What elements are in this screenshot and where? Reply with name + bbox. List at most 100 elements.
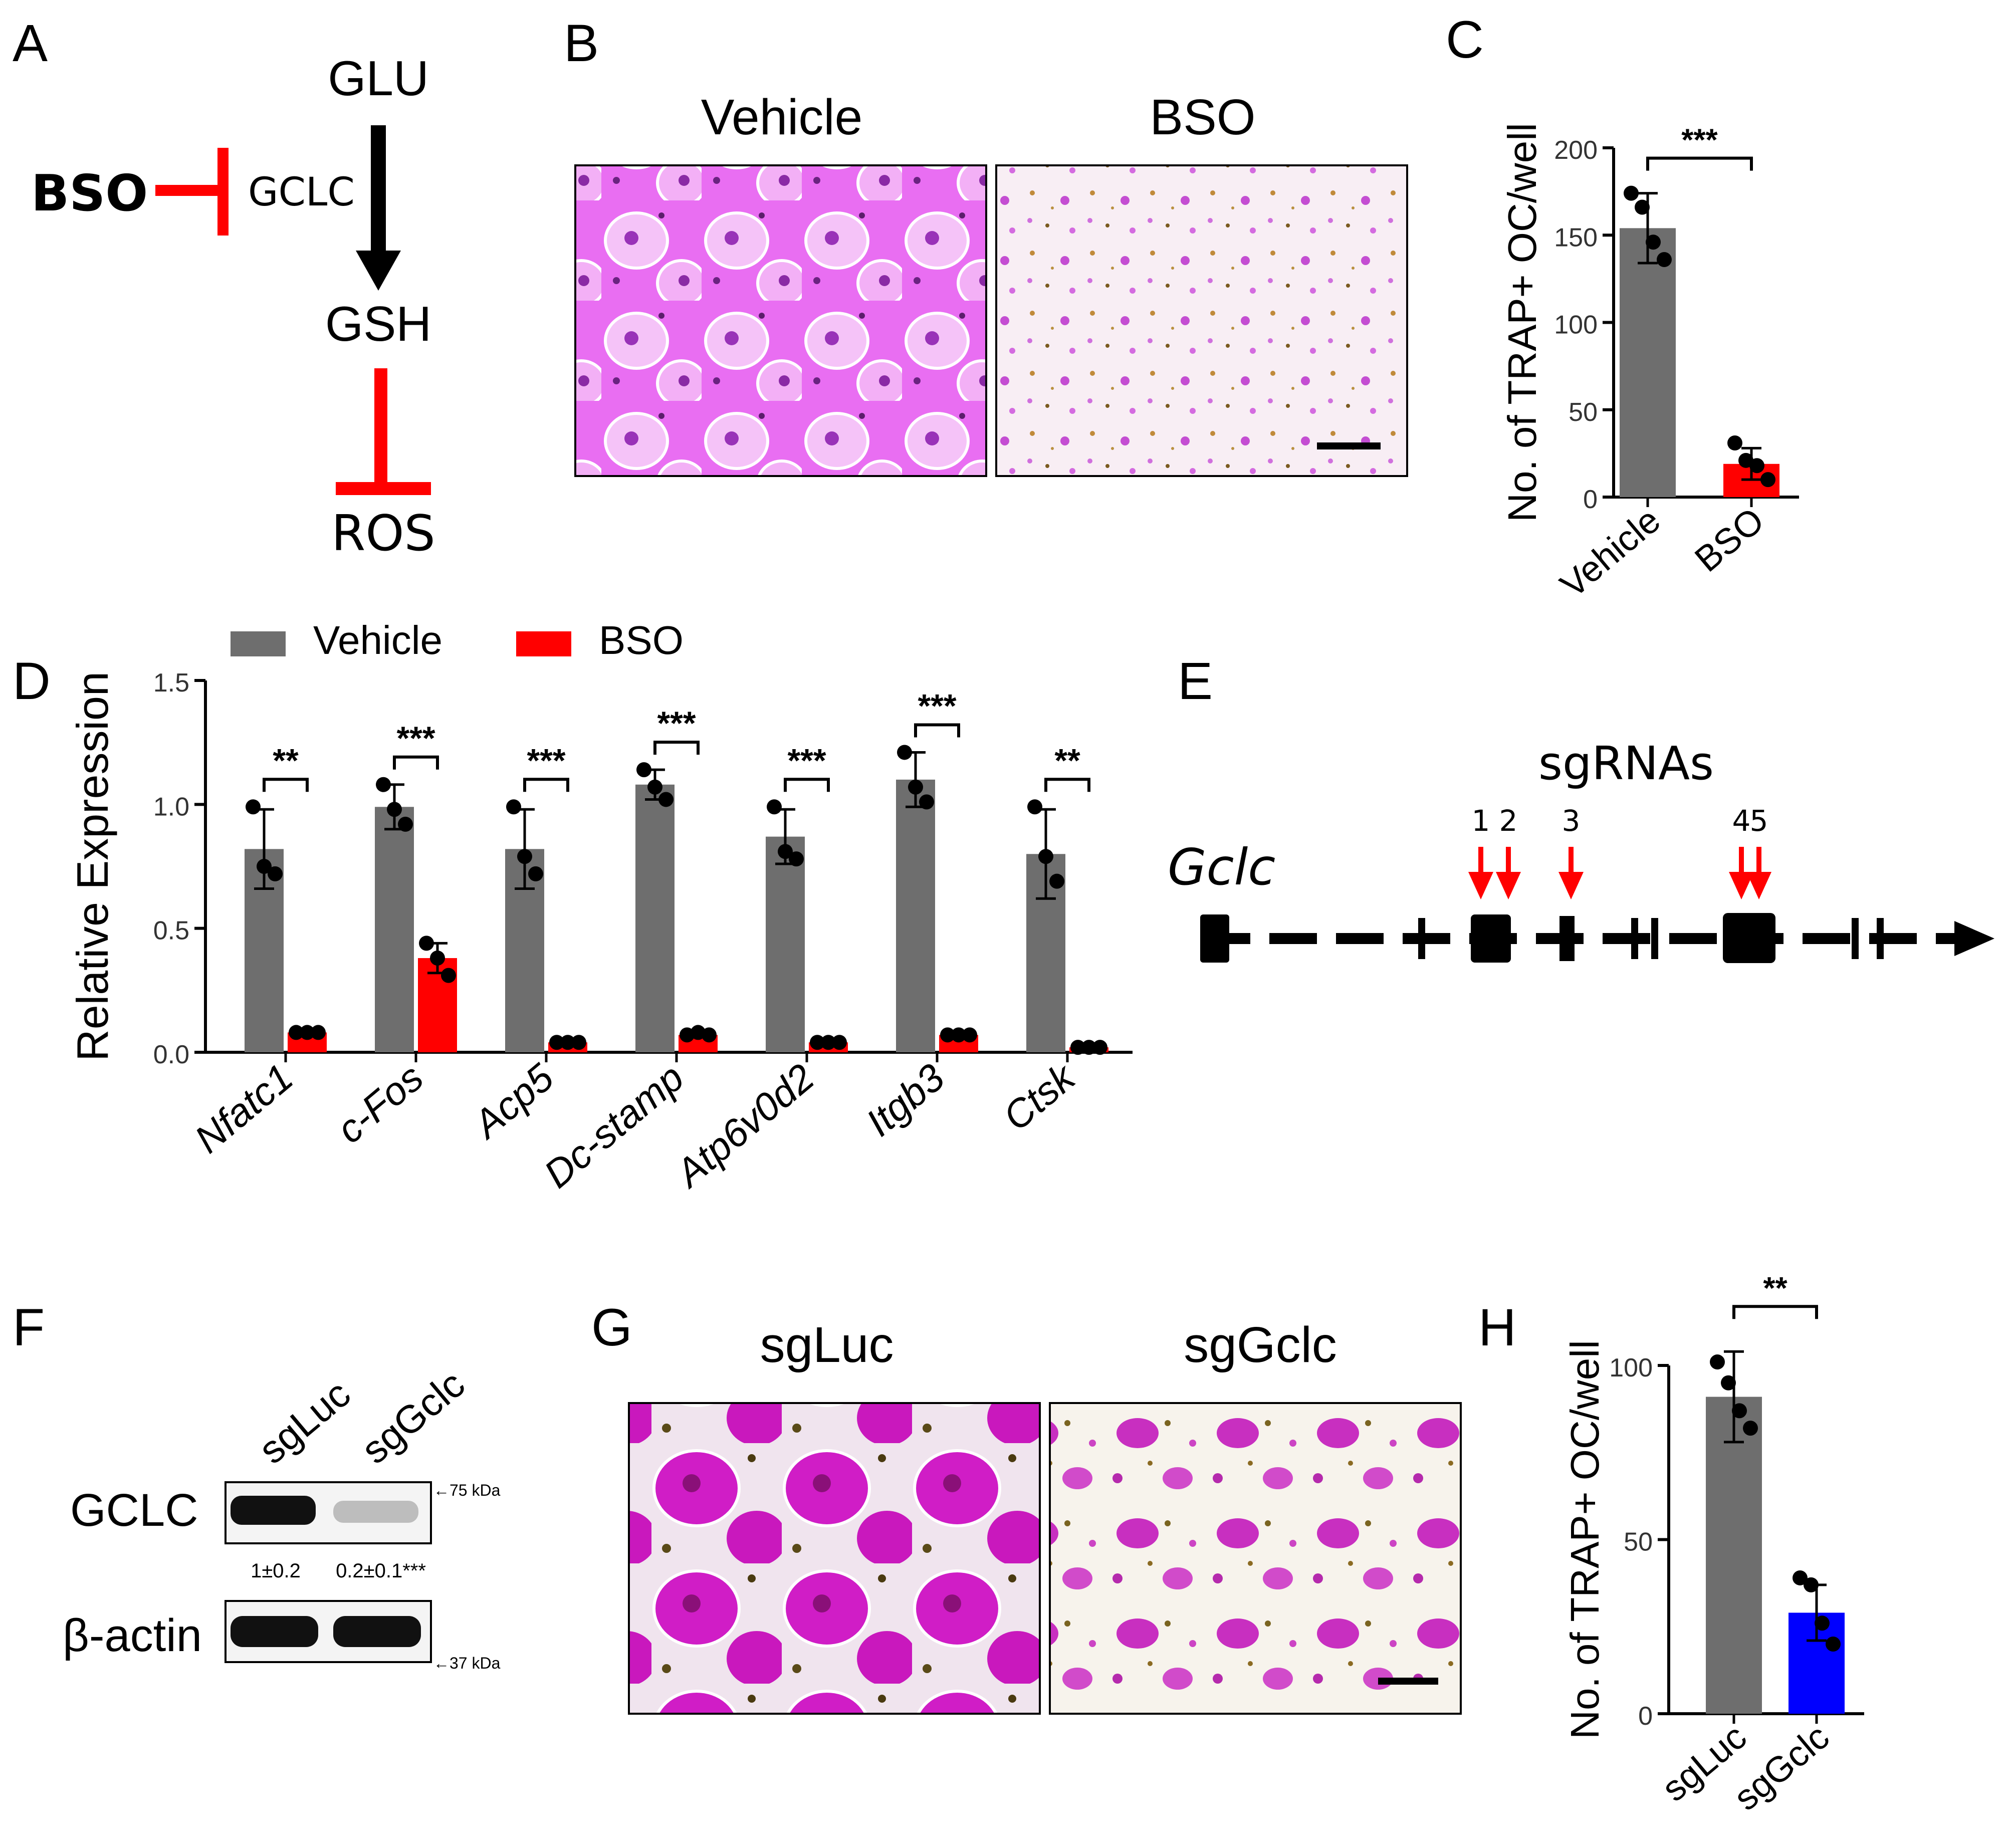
data-point <box>1815 1615 1830 1631</box>
significance-label: *** <box>527 742 565 779</box>
data-point <box>1710 1354 1725 1370</box>
ros-label: ROS <box>331 505 435 562</box>
data-point <box>1049 873 1064 889</box>
data-point <box>1760 472 1775 488</box>
quant-sgluc: 1±0.2 <box>251 1560 301 1582</box>
data-point <box>1646 235 1661 250</box>
data-point <box>1749 458 1764 474</box>
data-point <box>1027 799 1042 815</box>
data-point <box>767 799 782 815</box>
significance-bracket <box>653 741 700 755</box>
sgrna-arrow-head <box>1496 872 1521 899</box>
panel-label-f: F <box>13 1298 45 1357</box>
sgrna-4: 4 <box>1732 804 1751 838</box>
category-label: Acp5 <box>464 1055 562 1147</box>
micrograph-vehicle <box>574 164 987 477</box>
data-point <box>658 792 674 807</box>
significance-bracket <box>1646 156 1753 171</box>
exon-3 <box>1471 914 1511 963</box>
arrow-head <box>356 251 401 291</box>
data-point <box>1727 435 1742 450</box>
significance-bracket <box>523 778 569 792</box>
data-point <box>1092 1040 1107 1055</box>
gsh-label: GSH <box>325 296 431 351</box>
data-point <box>951 1027 966 1043</box>
sgrna-1: 1 <box>1472 804 1490 838</box>
panel-label-a: A <box>13 14 48 73</box>
data-point <box>1743 1421 1758 1436</box>
data-point <box>940 1027 955 1043</box>
marker-75kda: ←75 kDa <box>433 1481 501 1499</box>
exon-5 <box>1631 918 1638 959</box>
y-tick-label: 0.5 <box>153 916 189 946</box>
data-point <box>268 866 283 881</box>
micrograph-label-vehicle: Vehicle <box>701 89 862 145</box>
panel-label-g: G <box>591 1298 632 1357</box>
category-label: Vehicle <box>1553 500 1668 606</box>
exon-8 <box>1852 918 1859 959</box>
data-point <box>636 762 651 778</box>
y-tick-label: 0.0 <box>153 1040 189 1069</box>
panel-g-micrographs: sgLuc sgGclc <box>628 1317 1462 1715</box>
y-tick-label: 50 <box>1569 398 1598 427</box>
data-point <box>821 1035 836 1050</box>
exon-2 <box>1418 918 1425 959</box>
panel-label-b: B <box>564 14 599 73</box>
gene-direction-arrow <box>1954 921 1994 956</box>
category-label: Ctsk <box>995 1054 1084 1139</box>
data-point <box>919 794 934 810</box>
data-point <box>810 1035 825 1050</box>
data-point <box>549 1035 564 1050</box>
legend-label: BSO <box>599 618 684 662</box>
significance-label: *** <box>787 742 826 779</box>
category-label: Nfatc1 <box>186 1055 301 1162</box>
actin-protein-label: β-actin <box>63 1610 202 1661</box>
sgrna-arrow-head <box>1468 872 1493 899</box>
significance-bracket <box>1044 778 1090 792</box>
category-label: Itgb3 <box>857 1055 952 1145</box>
data-point <box>1624 185 1639 201</box>
data-point <box>560 1035 575 1050</box>
legend-label: Vehicle <box>313 618 442 662</box>
sgrnas-title: sgRNAs <box>1538 737 1714 790</box>
panel-label-e: E <box>1178 652 1213 711</box>
y-axis-label: Relative Expression <box>68 671 117 1061</box>
significance-label: *** <box>657 705 696 742</box>
panel-e-gene-map: sgRNAs 1 2 3 4 5 Gclc <box>1168 737 1994 963</box>
significance-bracket <box>1732 1305 1818 1319</box>
y-tick-label: 0 <box>1583 485 1598 514</box>
significance-label: *** <box>918 687 956 724</box>
gclc-protein-label: GCLC <box>70 1485 198 1536</box>
significance-label: ** <box>1054 742 1080 779</box>
data-point <box>1038 849 1053 864</box>
data-point <box>398 816 413 832</box>
data-point <box>506 799 521 815</box>
data-point <box>1826 1637 1841 1652</box>
significance-bracket <box>393 755 439 770</box>
glu-label: GLU <box>328 51 429 106</box>
y-axis-label: No. of TRAP+ OC/well <box>1500 123 1544 522</box>
significance-bracket <box>914 723 960 738</box>
bar-sgluc <box>1706 1397 1762 1714</box>
exon-7 <box>1723 913 1775 963</box>
legend-swatch <box>516 631 571 656</box>
significance-label: ** <box>273 742 299 779</box>
data-point <box>387 802 402 817</box>
sgrna-3: 3 <box>1562 804 1581 838</box>
y-tick-label: 100 <box>1554 311 1598 340</box>
data-point <box>789 851 804 867</box>
data-point <box>1081 1040 1096 1055</box>
gclc-enzyme-label: GCLC <box>248 170 355 215</box>
marker-37kda: ←37 kDa <box>433 1654 501 1672</box>
panel-f-western-blot: sgLuc sgGclc GCLC ←75 kDa 1±0.2 0.2±0.1*… <box>63 1361 501 1672</box>
bar-vehicle <box>635 784 675 1052</box>
gclc-band-sggclc <box>333 1501 418 1523</box>
data-point <box>1732 1403 1747 1419</box>
significance-label: ** <box>1763 1271 1788 1306</box>
sgrna-2: 2 <box>1499 804 1518 838</box>
data-point <box>376 777 391 792</box>
category-label: BSO <box>1687 500 1771 580</box>
data-point <box>702 1027 717 1043</box>
